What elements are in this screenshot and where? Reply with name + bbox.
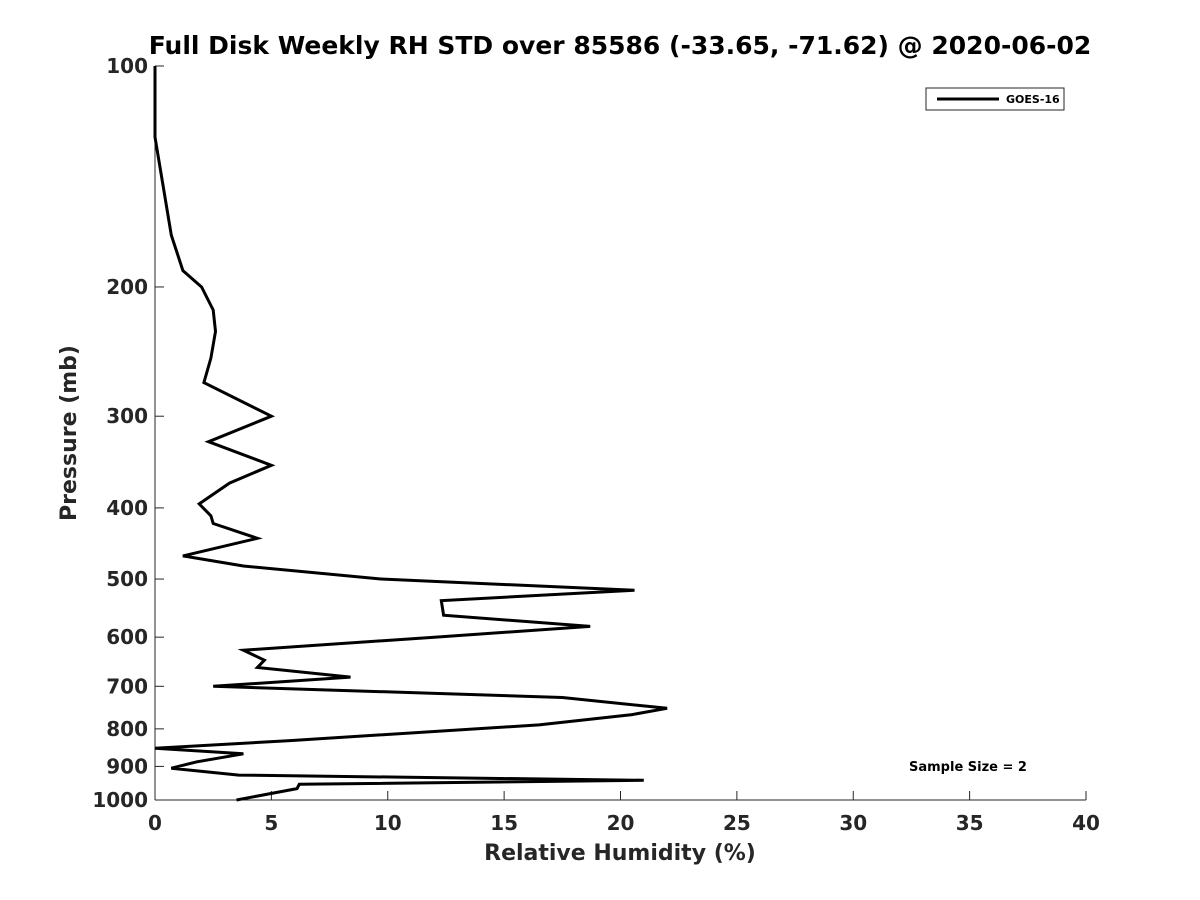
x-tick-label: 10 xyxy=(374,811,402,835)
y-tick-label: 600 xyxy=(106,625,148,649)
x-tick-label: 5 xyxy=(264,811,278,835)
y-tick-label: 900 xyxy=(106,754,148,778)
legend: GOES-16 xyxy=(925,87,1065,111)
y-tick-label: 1000 xyxy=(92,788,148,812)
series-line-goes-16 xyxy=(153,66,668,802)
y-tick-label: 100 xyxy=(106,54,148,78)
x-tick-label: 35 xyxy=(956,811,984,835)
x-tick-label: 40 xyxy=(1072,811,1100,835)
y-tick-label: 300 xyxy=(106,404,148,428)
legend-label-goes-16: GOES-16 xyxy=(1006,93,1060,106)
y-tick-label: 800 xyxy=(106,717,148,741)
y-ticks: 100 200 300 400 500 600 700 800 900 1000 xyxy=(92,54,164,812)
x-tick-label: 25 xyxy=(723,811,751,835)
x-tick-label: 15 xyxy=(490,811,518,835)
x-tick-label: 30 xyxy=(839,811,867,835)
y-tick-label: 200 xyxy=(106,275,148,299)
y-tick-label: 500 xyxy=(106,567,148,591)
x-tick-label: 0 xyxy=(148,811,162,835)
y-axis-label: Pressure (mb) xyxy=(57,345,82,521)
x-ticks: 0 5 10 15 20 25 30 35 40 xyxy=(148,791,1100,835)
chart-title: Full Disk Weekly RH STD over 85586 (-33.… xyxy=(149,31,1092,60)
sample-size-annotation: Sample Size = 2 xyxy=(909,760,1027,775)
x-axis-label: Relative Humidity (%) xyxy=(484,841,756,866)
x-tick-label: 20 xyxy=(607,811,635,835)
y-tick-label: 700 xyxy=(106,674,148,698)
y-tick-label: 400 xyxy=(106,496,148,520)
